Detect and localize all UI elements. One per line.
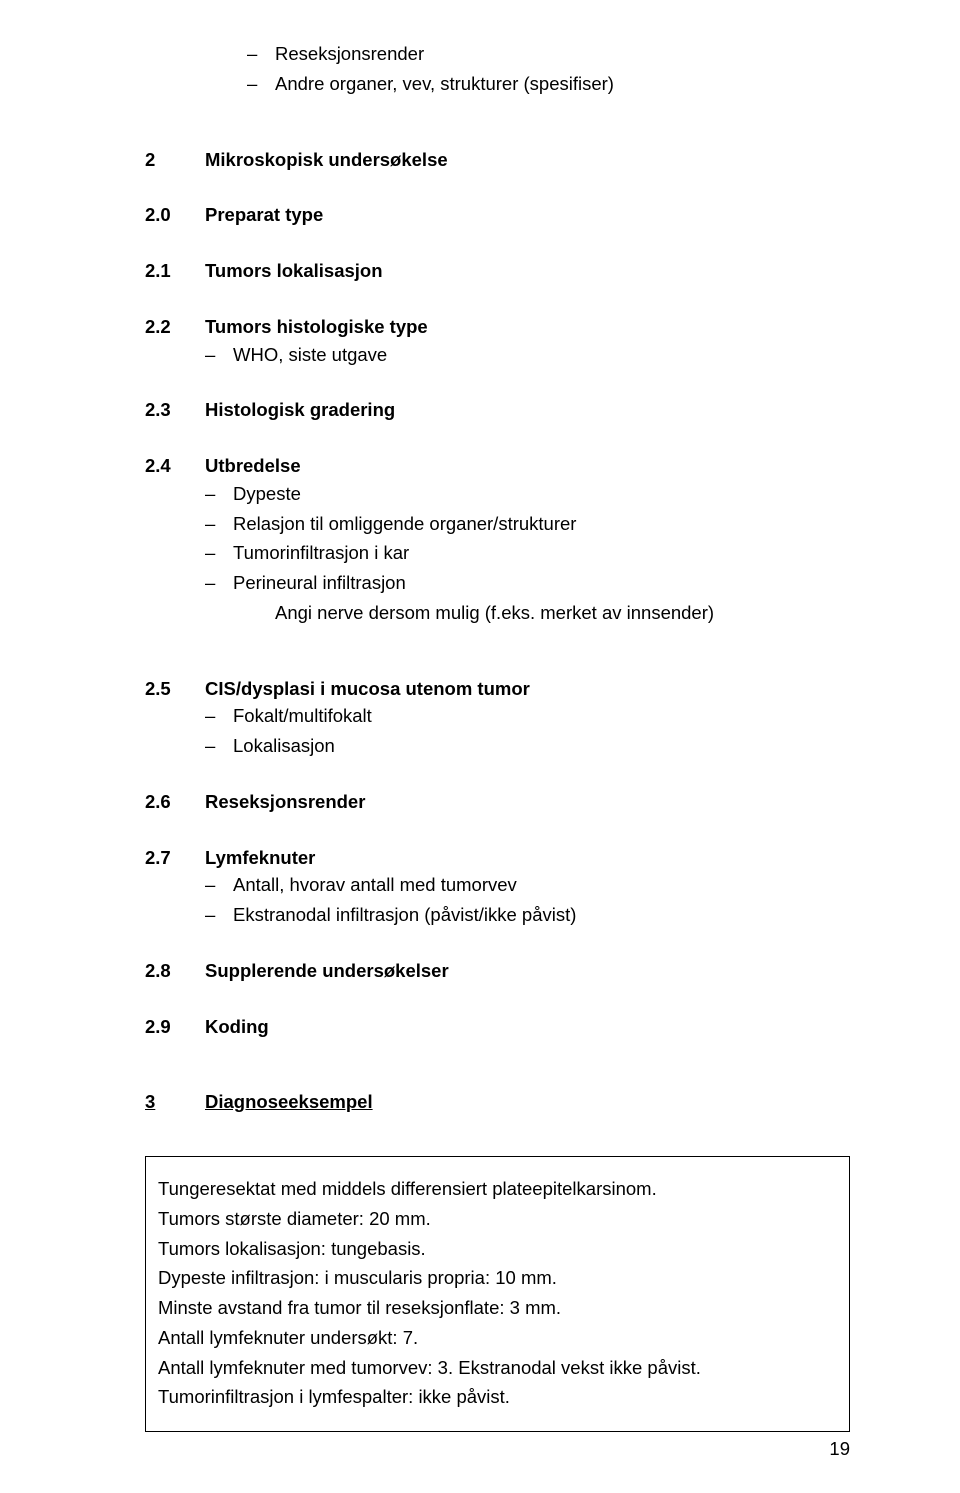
list-item-text: Andre organer, vev, strukturer (spesifis…	[275, 70, 614, 98]
list-item-text: Lokalisasjon	[233, 732, 335, 760]
section-number: 2.7	[145, 844, 205, 872]
section-title: Utbredelse	[205, 452, 301, 480]
section-title: Mikroskopisk undersøkelse	[205, 146, 448, 174]
section-heading: 2.2 Tumors histologiske type	[145, 313, 850, 341]
example-line: Minste avstand fra tumor til reseksjonfl…	[158, 1294, 837, 1322]
sub-bullet-list: – WHO, siste utgave	[205, 341, 850, 369]
section-title: Preparat type	[205, 201, 323, 229]
section-title: Histologisk gradering	[205, 396, 395, 424]
section-heading: 2 Mikroskopisk undersøkelse	[145, 146, 850, 174]
list-item-text: Relasjon til omliggende organer/struktur…	[233, 510, 576, 538]
dash-icon: –	[205, 702, 233, 730]
section-title: Supplerende undersøkelser	[205, 957, 449, 985]
section-number: 2.9	[145, 1013, 205, 1041]
section-title: Diagnoseeksempel	[205, 1088, 373, 1116]
sub-indent-text: Angi nerve dersom mulig (f.eks. merket a…	[275, 599, 850, 627]
list-item: – Dypeste	[205, 480, 850, 508]
list-item-text: Reseksjonsrender	[275, 40, 424, 68]
list-item: – Perineural infiltrasjon	[205, 569, 850, 597]
sub-bullet-list: – Antall, hvorav antall med tumorvev – E…	[205, 871, 850, 929]
dash-icon: –	[205, 510, 233, 538]
list-item: – WHO, siste utgave	[205, 341, 850, 369]
section-heading: 2.0 Preparat type	[145, 201, 850, 229]
sub-bullet-list: – Dypeste – Relasjon til omliggende orga…	[205, 480, 850, 597]
section-heading: 2.1 Tumors lokalisasjon	[145, 257, 850, 285]
section-heading: 2.9 Koding	[145, 1013, 850, 1041]
list-item: – Fokalt/multifokalt	[205, 702, 850, 730]
list-item-text: Antall, hvorav antall med tumorvev	[233, 871, 517, 899]
dash-icon: –	[205, 539, 233, 567]
section-number: 2.3	[145, 396, 205, 424]
section-heading: 3 Diagnoseeksempel	[145, 1088, 850, 1116]
section-title: Tumors histologiske type	[205, 313, 428, 341]
section-number: 2	[145, 146, 205, 174]
section-heading: 2.6 Reseksjonsrender	[145, 788, 850, 816]
section-title: Koding	[205, 1013, 269, 1041]
dash-icon: –	[205, 341, 233, 369]
dash-icon: –	[205, 871, 233, 899]
section-heading: 2.7 Lymfeknuter	[145, 844, 850, 872]
list-item: – Andre organer, vev, strukturer (spesif…	[247, 70, 850, 98]
list-item: – Ekstranodal infiltrasjon (påvist/ikke …	[205, 901, 850, 929]
list-item-text: Tumorinfiltrasjon i kar	[233, 539, 409, 567]
page-number: 19	[829, 1435, 850, 1463]
example-line: Tumors lokalisasjon: tungebasis.	[158, 1235, 837, 1263]
example-line: Tumors største diameter: 20 mm.	[158, 1205, 837, 1233]
list-item: – Tumorinfiltrasjon i kar	[205, 539, 850, 567]
section-number: 2.4	[145, 452, 205, 480]
section-heading: 2.5 CIS/dysplasi i mucosa utenom tumor	[145, 675, 850, 703]
section-heading: 2.8 Supplerende undersøkelser	[145, 957, 850, 985]
list-item-text: Ekstranodal infiltrasjon (påvist/ikke på…	[233, 901, 576, 929]
example-box: Tungeresektat med middels differensiert …	[145, 1156, 850, 1432]
section-number: 2.2	[145, 313, 205, 341]
example-line: Dypeste infiltrasjon: i muscularis propr…	[158, 1264, 837, 1292]
list-item-text: Perineural infiltrasjon	[233, 569, 406, 597]
list-item-text: Dypeste	[233, 480, 301, 508]
section-number: 2.8	[145, 957, 205, 985]
example-line: Antall lymfeknuter undersøkt: 7.	[158, 1324, 837, 1352]
section-title: CIS/dysplasi i mucosa utenom tumor	[205, 675, 530, 703]
list-item: – Relasjon til omliggende organer/strukt…	[205, 510, 850, 538]
dash-icon: –	[247, 70, 275, 98]
dash-icon: –	[247, 40, 275, 68]
list-item-text: WHO, siste utgave	[233, 341, 387, 369]
list-item-text: Fokalt/multifokalt	[233, 702, 372, 730]
top-bullet-list: – Reseksjonsrender – Andre organer, vev,…	[247, 40, 850, 98]
section-heading: 2.4 Utbredelse	[145, 452, 850, 480]
sub-bullet-list: – Fokalt/multifokalt – Lokalisasjon	[205, 702, 850, 760]
dash-icon: –	[205, 901, 233, 929]
dash-icon: –	[205, 480, 233, 508]
dash-icon: –	[205, 569, 233, 597]
example-line: Tungeresektat med middels differensiert …	[158, 1175, 837, 1203]
section-number: 2.1	[145, 257, 205, 285]
section-number: 3	[145, 1088, 205, 1116]
section-number: 2.5	[145, 675, 205, 703]
example-line: Antall lymfeknuter med tumorvev: 3. Ekst…	[158, 1354, 837, 1382]
example-line: Tumorinfiltrasjon i lymfespalter: ikke p…	[158, 1383, 837, 1411]
dash-icon: –	[205, 732, 233, 760]
section-number: 2.6	[145, 788, 205, 816]
list-item: – Reseksjonsrender	[247, 40, 850, 68]
section-title: Lymfeknuter	[205, 844, 315, 872]
section-heading: 2.3 Histologisk gradering	[145, 396, 850, 424]
section-title: Reseksjonsrender	[205, 788, 365, 816]
section-number: 2.0	[145, 201, 205, 229]
section-title: Tumors lokalisasjon	[205, 257, 383, 285]
list-item: – Lokalisasjon	[205, 732, 850, 760]
document-page: – Reseksjonsrender – Andre organer, vev,…	[0, 0, 960, 1493]
list-item: – Antall, hvorav antall med tumorvev	[205, 871, 850, 899]
